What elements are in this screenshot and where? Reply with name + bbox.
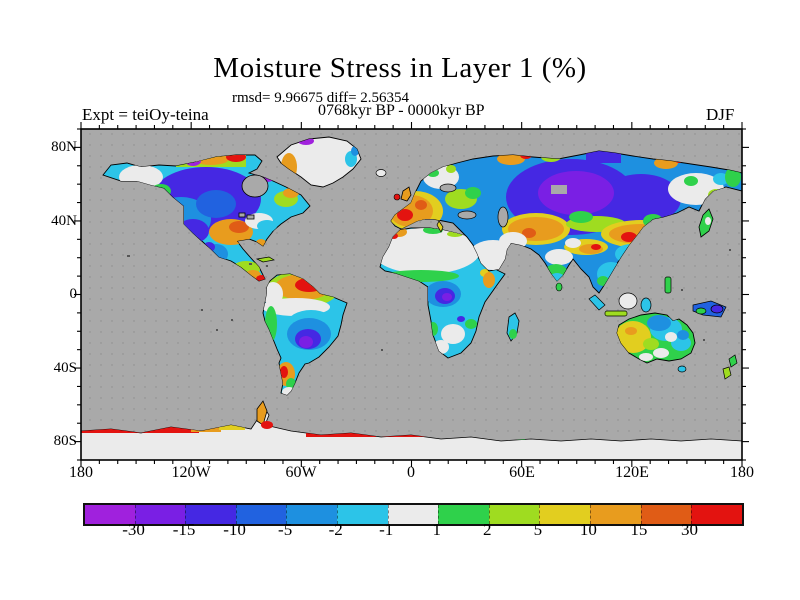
antarctic-peninsula: [256, 400, 268, 426]
new-zealand-islands: [722, 354, 738, 380]
colorbar-tick-label: 10: [579, 520, 597, 539]
colorbar-segment: [488, 505, 540, 524]
colorbar-segment: [286, 505, 338, 524]
italy-peninsula: [436, 220, 444, 233]
colorbar-segment: [539, 505, 591, 524]
lon-label-0: 0: [407, 464, 415, 481]
colorbar-tick-label: -15: [172, 520, 196, 539]
lat-label-40n: 40N: [51, 213, 77, 229]
continent-eurasia: [375, 150, 742, 294]
continent-south-america: [255, 256, 348, 396]
page-title: Moisture Stress in Layer 1 (%): [213, 52, 587, 84]
colorbar-tick-label: -1: [379, 520, 394, 539]
season-label: DJF: [706, 105, 735, 124]
colorbar-tick-label: 5: [533, 520, 543, 539]
tick-marks: [74, 122, 749, 467]
colorbar-segment: [185, 505, 236, 524]
colorbar-tick-label: -5: [278, 520, 293, 539]
lat-label-eq: 0: [69, 286, 78, 302]
colorbar-tick-label: 1: [432, 520, 442, 539]
colorbar-segment: [438, 505, 489, 524]
colorbar-segment: [387, 505, 439, 524]
lat-label-80s: 80S: [53, 433, 77, 449]
continent-africa: [379, 227, 520, 359]
lon-label-180e: 180: [730, 464, 754, 481]
britain-island: [400, 186, 412, 202]
colorbar-segment: [590, 505, 641, 524]
lon-label-180w: 180: [69, 464, 93, 481]
tasmania-island: [677, 365, 687, 373]
colorbar-segment: [337, 505, 388, 524]
colorbar-segment: [691, 505, 742, 524]
small-islands: [127, 249, 731, 351]
lon-label-120e: 120E: [615, 464, 649, 481]
continent-australia: [616, 312, 738, 380]
indonesia-islands: [588, 292, 727, 318]
colorbar-segment: [235, 505, 287, 524]
lon-label-120w: 120W: [171, 464, 211, 481]
lon-label-60e: 60E: [509, 464, 535, 481]
period-annotation: 0768kyr BP - 0000kyr BP: [318, 102, 485, 119]
colorbar-tick-label: 2: [483, 520, 492, 539]
lat-label-80n: 80N: [51, 139, 77, 155]
lat-label-40s: 40S: [53, 360, 77, 376]
colorbar-segment: [134, 505, 186, 524]
colorbar-labels: -30 -15 -10 -5 -2 -1 1 2 5 10 15 30: [83, 520, 783, 542]
lon-label-60w: 60W: [285, 464, 317, 481]
colorbar-segment: [85, 505, 135, 524]
colorbar-segment: [640, 505, 692, 524]
colorbar-tick-label: 30: [680, 520, 698, 539]
philippines-islands: [664, 276, 672, 294]
stats-annotation: rmsd= 9.96675 diff= 2.56354: [232, 90, 410, 106]
colorbar: [83, 503, 744, 526]
colorbar-tick-label: -30: [122, 520, 145, 539]
continent-north-america: [102, 154, 311, 282]
cuba-island: [255, 256, 275, 263]
colorbar-tick-label: 15: [630, 520, 648, 539]
iceland-island: [375, 169, 387, 177]
experiment-label: Expt = teiOy-teina: [82, 105, 209, 124]
colorbar-tick-label: -10: [223, 520, 246, 539]
colorbar-tick-label: -2: [328, 520, 343, 539]
